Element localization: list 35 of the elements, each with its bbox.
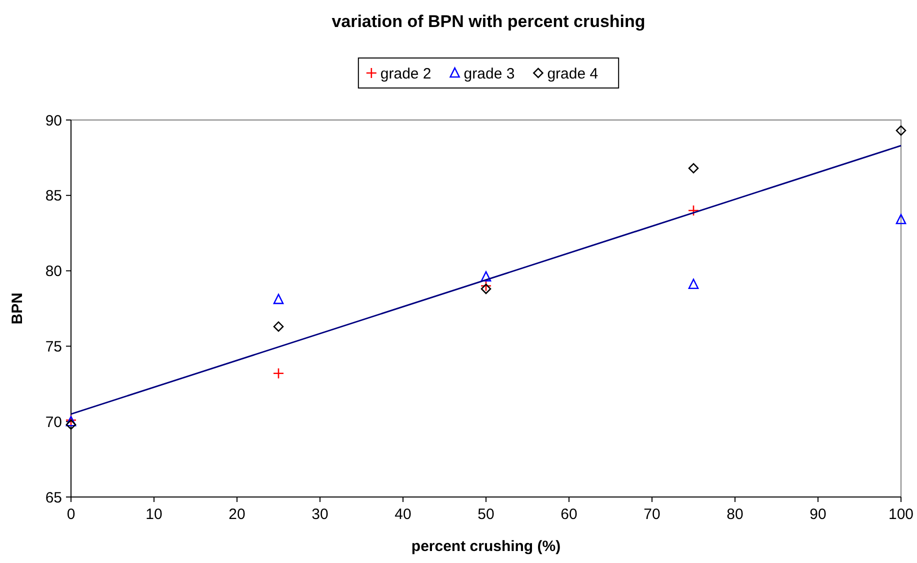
y-tick-label: 85 <box>45 188 62 205</box>
y-axis-title: BPN <box>9 292 26 324</box>
point <box>688 278 699 290</box>
x-tick-label: 90 <box>810 506 826 523</box>
point <box>480 271 492 282</box>
point <box>480 280 492 292</box>
point <box>66 419 76 430</box>
y-tick-label: 80 <box>45 263 62 280</box>
x-axis-title: percent crushing (%) <box>411 538 561 555</box>
point <box>896 214 906 224</box>
x-tick-label: 60 <box>560 506 578 523</box>
x-tick-label: 40 <box>394 506 412 523</box>
y-tick-label: 75 <box>45 338 62 356</box>
point <box>688 204 700 216</box>
point <box>688 163 699 174</box>
point <box>273 294 284 304</box>
x-tick-label: 50 <box>478 506 494 523</box>
x-tick-label: 100 <box>888 506 914 523</box>
legend-label: grade 2 <box>380 65 432 82</box>
y-tick-label: 65 <box>45 489 62 506</box>
x-tick-label: 80 <box>726 506 744 523</box>
point <box>896 125 906 136</box>
point <box>272 368 284 379</box>
legend-label: grade 4 <box>547 65 598 82</box>
x-tick-label: 10 <box>146 506 162 523</box>
point <box>480 284 492 294</box>
x-tick-label: 70 <box>644 506 660 523</box>
y-tick-label: 70 <box>45 414 62 431</box>
x-tick-label: 20 <box>228 506 246 523</box>
x-tick-label: 0 <box>66 506 76 523</box>
legend-label: grade 3 <box>464 65 515 82</box>
point <box>273 321 284 332</box>
x-tick-label: 30 <box>312 506 328 523</box>
y-tick-label: 90 <box>45 112 62 130</box>
chart-title: variation of BPN with percent crushing <box>332 12 646 31</box>
